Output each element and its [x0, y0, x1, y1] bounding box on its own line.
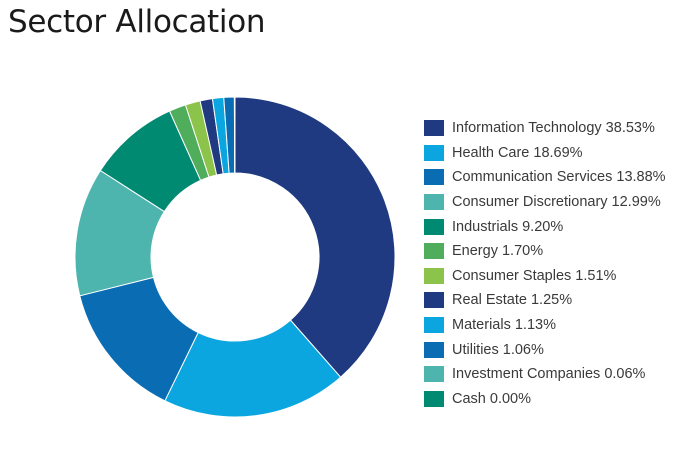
legend-item-industrials[interactable]: Industrials 9.20%	[424, 214, 666, 239]
legend-item-energy[interactable]: Energy 1.70%	[424, 239, 666, 264]
legend-label: Consumer Staples 1.51%	[452, 267, 617, 284]
donut-slice-information-technology[interactable]	[234, 96, 396, 378]
legend-item-consumer-staples[interactable]: Consumer Staples 1.51%	[424, 264, 666, 289]
legend-item-communication-services[interactable]: Communication Services 13.88%	[424, 165, 666, 190]
legend-item-materials[interactable]: Materials 1.13%	[424, 313, 666, 338]
legend-swatch	[424, 218, 444, 235]
chart-legend: Information Technology 38.53% Health Care…	[424, 116, 666, 411]
legend-label: Industrials 9.20%	[452, 218, 564, 235]
legend-label: Energy 1.70%	[452, 243, 544, 260]
legend-swatch	[424, 169, 444, 186]
legend-swatch	[424, 194, 444, 211]
donut-slices	[74, 96, 396, 418]
legend-label: Investment Companies 0.06%	[452, 366, 646, 383]
legend-item-health-care[interactable]: Health Care 18.69%	[424, 141, 666, 166]
donut-slice-investment-companies[interactable]	[233, 96, 236, 174]
legend-item-cash[interactable]: Cash 0.00%	[424, 387, 666, 412]
legend-swatch	[424, 292, 444, 309]
donut-slice-health-care[interactable]	[164, 319, 342, 418]
legend-swatch	[424, 317, 444, 334]
legend-swatch	[424, 366, 444, 383]
legend-label: Health Care 18.69%	[452, 144, 583, 161]
legend-swatch	[424, 390, 444, 407]
legend-swatch	[424, 120, 444, 137]
legend-label: Real Estate 1.25%	[452, 292, 573, 309]
legend-label: Cash 0.00%	[452, 390, 531, 407]
legend-item-investment-companies[interactable]: Investment Companies 0.06%	[424, 362, 666, 387]
legend-swatch	[424, 243, 444, 260]
legend-swatch	[424, 341, 444, 358]
page-title: Sector Allocation	[8, 4, 266, 40]
legend-label: Communication Services 13.88%	[452, 169, 666, 186]
legend-item-consumer-discretionary[interactable]: Consumer Discretionary 12.99%	[424, 190, 666, 215]
legend-label: Consumer Discretionary 12.99%	[452, 194, 661, 211]
legend-label: Utilities 1.06%	[452, 341, 544, 358]
legend-swatch	[424, 144, 444, 161]
legend-item-information-technology[interactable]: Information Technology 38.53%	[424, 116, 666, 141]
legend-item-utilities[interactable]: Utilities 1.06%	[424, 337, 666, 362]
legend-label: Materials 1.13%	[452, 317, 556, 334]
legend-swatch	[424, 267, 444, 284]
legend-label: Information Technology 38.53%	[452, 120, 655, 137]
legend-item-real-estate[interactable]: Real Estate 1.25%	[424, 288, 666, 313]
